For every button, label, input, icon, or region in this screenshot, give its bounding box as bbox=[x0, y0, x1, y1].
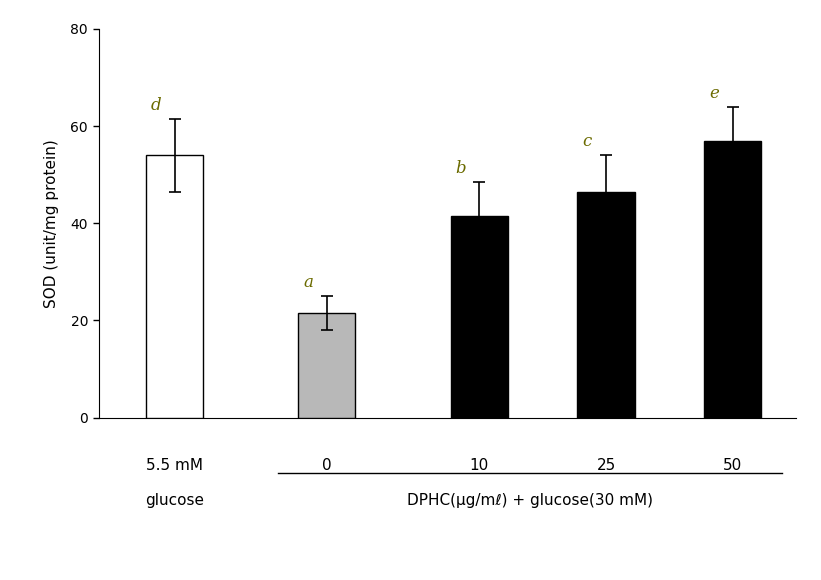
Bar bbox=[704, 141, 762, 418]
Bar bbox=[146, 155, 204, 418]
Text: 50: 50 bbox=[723, 458, 742, 473]
Text: 10: 10 bbox=[470, 458, 488, 473]
Text: b: b bbox=[455, 160, 466, 177]
Text: 25: 25 bbox=[596, 458, 616, 473]
Text: DPHC(μg/mℓ) + glucose(30 mM): DPHC(μg/mℓ) + glucose(30 mM) bbox=[407, 493, 653, 508]
Bar bbox=[451, 216, 507, 418]
Bar bbox=[298, 313, 355, 418]
Text: 0: 0 bbox=[322, 458, 332, 473]
Text: d: d bbox=[150, 97, 161, 114]
Text: e: e bbox=[709, 85, 719, 102]
Text: a: a bbox=[303, 274, 313, 291]
Text: c: c bbox=[582, 133, 592, 150]
Text: glucose: glucose bbox=[145, 493, 204, 508]
Bar bbox=[577, 192, 635, 418]
Text: 5.5 mM: 5.5 mM bbox=[146, 458, 203, 473]
Y-axis label: SOD (unit/mg protein): SOD (unit/mg protein) bbox=[44, 139, 59, 307]
